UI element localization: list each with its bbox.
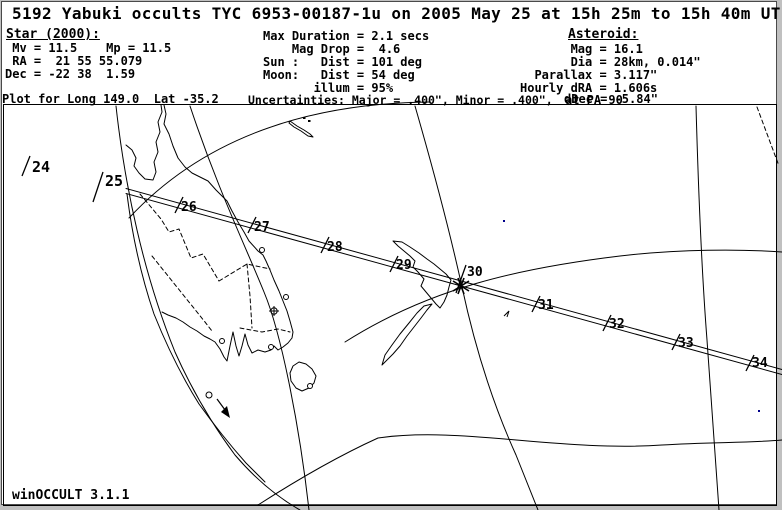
time-tick-label-27: 27 — [254, 220, 270, 235]
star-data-block: Mv = 11.5 Mp = 11.5 RA = 21 55 55.079 De… — [5, 41, 172, 81]
app-version-label: winOCCULT 3.1.1 — [12, 488, 130, 503]
limb-circle-marker — [205, 391, 213, 399]
meridian-2 — [414, 105, 539, 510]
time-tick-label-29: 29 — [396, 258, 412, 273]
time-tick-label-32: 32 — [609, 317, 625, 332]
border-dashed-3 — [218, 263, 271, 282]
meridian-3 — [695, 105, 720, 510]
time-tick-label-24: 24 — [32, 158, 50, 176]
border-dashed-5 — [239, 327, 291, 333]
time-tick-29 — [389, 255, 399, 273]
blue-dot — [503, 220, 505, 222]
border-dashed-2 — [139, 193, 220, 282]
direction-arrow-head — [221, 406, 230, 418]
meridian-1 — [189, 105, 310, 510]
border-dashed-1 — [151, 255, 213, 332]
time-tick-31 — [531, 295, 541, 313]
asteroid-section-heading: Asteroid: — [568, 27, 639, 42]
map-frame — [3, 104, 777, 506]
city-marker — [259, 247, 265, 253]
city-marker — [283, 294, 289, 300]
small-mark — [503, 310, 510, 318]
limb-path-edge — [126, 193, 266, 483]
time-tick-label-31: 31 — [538, 298, 554, 313]
plot-location-line: Plot for Long 149.0 Lat -35.2 — [2, 92, 219, 106]
time-tick-label-25: 25 — [105, 172, 123, 190]
uncertainties-line: Uncertainties: Major = .400", Minor = .4… — [248, 93, 553, 107]
city-marker — [307, 383, 313, 389]
new-caledonia-coast — [288, 120, 314, 138]
time-tick-label-34: 34 — [752, 356, 768, 371]
nz-south-island-coast — [381, 303, 433, 366]
time-tick-label-30: 30 — [467, 265, 483, 280]
time-tick-27 — [247, 216, 257, 234]
small-island-dot — [303, 117, 306, 119]
time-tick-label-26: 26 — [181, 200, 197, 215]
parallel-2 — [344, 249, 782, 343]
event-title: 5192 Yabuki occults TYC 6953-00187-1u on… — [12, 4, 781, 23]
small-island-dot — [308, 120, 311, 122]
star-cross-marker — [457, 277, 465, 295]
hourly-ddec-text: dDec = -5.84" — [564, 92, 658, 106]
time-tick-32 — [602, 314, 612, 332]
city-marker — [268, 344, 274, 350]
time-tick-24 — [21, 155, 31, 177]
time-tick-25 — [92, 171, 104, 203]
blue-dot — [758, 410, 760, 412]
earth-limb — [115, 105, 301, 510]
parallel-1 — [128, 101, 431, 219]
time-tick-33 — [671, 333, 681, 351]
dashed-line-northeast — [756, 106, 780, 167]
event-data-block: Max Duration = 2.1 secs Mag Drop = 4.6 S… — [263, 29, 430, 95]
time-tick-28 — [320, 236, 330, 254]
border-dashed-4 — [246, 263, 253, 329]
shadow-path-upper — [125, 188, 782, 370]
australia-coast — [125, 104, 294, 362]
star-section-heading: Star (2000): — [6, 27, 100, 42]
uncertainty-pa-text: at PA 90 — [565, 93, 623, 107]
nz-north-island-coast — [392, 240, 452, 309]
city-marker — [219, 338, 225, 344]
time-tick-label-33: 33 — [678, 336, 694, 351]
time-tick-26 — [174, 196, 184, 214]
time-tick-34 — [745, 354, 755, 372]
asteroid-data-block: Mag = 16.1 Dia = 28km, 0.014" Parallax =… — [520, 42, 701, 95]
time-tick-label-28: 28 — [327, 240, 343, 255]
parallel-3 — [257, 434, 782, 506]
